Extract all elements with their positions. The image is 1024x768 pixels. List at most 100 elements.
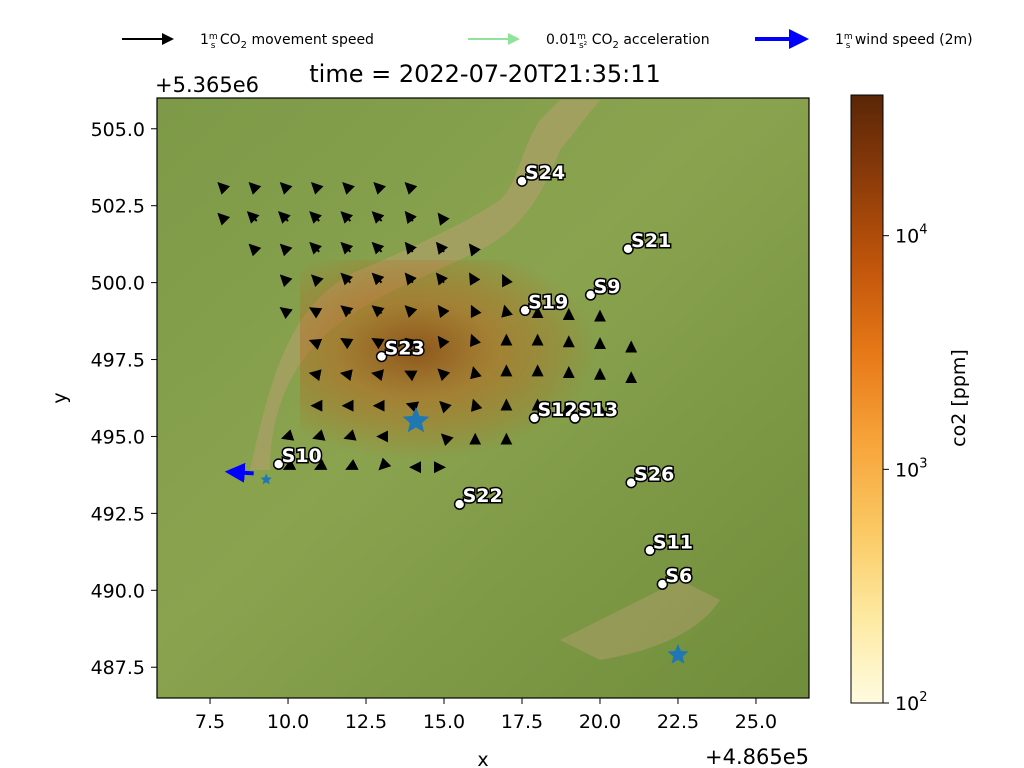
- co2-movement-arrow: [405, 401, 420, 413]
- co2-movement-arrow: [468, 243, 481, 257]
- co2-movement-arrow: [470, 304, 482, 319]
- y-tick-label: 495.0: [91, 426, 145, 448]
- source-star-marker: [260, 473, 272, 485]
- source-markers: [260, 407, 689, 664]
- co2-movement-arrow: [437, 368, 451, 382]
- y-tick-label: 502.5: [91, 196, 145, 218]
- co2-movement-arrow: [469, 333, 482, 348]
- co2-movement-arrow: [308, 369, 322, 382]
- station-marker: [453, 498, 466, 510]
- y-tick-label: 487.5: [91, 657, 145, 679]
- x-tick-label: 7.5: [195, 711, 225, 733]
- legend-label: 0.01m s² CO2 acceleration: [546, 32, 710, 51]
- station-marker: [516, 175, 528, 187]
- legend-label: 1m s CO2 movement speed: [200, 32, 374, 51]
- co2-movement-arrow: [437, 304, 450, 319]
- co2-movement-arrow: [373, 182, 387, 195]
- colorbar: 102 103 104 co2 [ppm]: [850, 94, 970, 715]
- co2-movement-arrow: [340, 305, 354, 318]
- bare-soil-path: [250, 100, 600, 470]
- co2-movement-arrow: [282, 459, 297, 470]
- colorbar-tick-label: 103: [895, 456, 927, 481]
- co2-movement-arrow: [435, 272, 449, 286]
- co2-movement-arrow: [309, 241, 322, 255]
- co2-movement-arrow: [279, 182, 293, 195]
- co2-movement-arrow: [309, 211, 322, 224]
- station-label: S10: [282, 445, 322, 467]
- co2-movement-arrow: [470, 366, 482, 380]
- chart-title: time = 2022-07-20T21:35:11: [309, 60, 661, 88]
- station-marker: [622, 243, 634, 255]
- station-marker: [375, 350, 388, 363]
- co2-movement-arrow: [279, 307, 293, 320]
- co2-movement-arrow: [340, 337, 354, 350]
- co2-movement-arrow: [345, 459, 359, 470]
- co2-movement-arrow: [404, 182, 418, 195]
- station-label: S26: [634, 464, 674, 486]
- colorbar-ticks: 102 103 104: [883, 223, 927, 715]
- x-tick-label: 22.5: [657, 711, 699, 733]
- co2-movement-arrow: [279, 243, 293, 257]
- co2-movement-arrow: [404, 337, 418, 350]
- co2-movement-arrow: [248, 243, 262, 257]
- x-tick-label: 20.0: [579, 711, 621, 733]
- co2-movement-arrow: [371, 337, 385, 350]
- station-marker: [569, 412, 581, 424]
- station-marker: [625, 476, 637, 489]
- station-marker: [656, 578, 669, 590]
- station-marker: [528, 412, 541, 424]
- x-tick-label: 25.0: [735, 711, 777, 733]
- co2-movement-arrow: [404, 210, 417, 225]
- co2-movement-arrow: [470, 398, 483, 412]
- x-axis-label: x: [477, 749, 488, 768]
- legend-item-co2-acceleration: 0.01m s² CO2 acceleration: [468, 32, 710, 51]
- co2-movement-arrow: [404, 241, 417, 255]
- station-label: S11: [653, 531, 693, 553]
- y-tick-label: 505.0: [91, 119, 145, 141]
- co2-movement-arrow: [404, 305, 418, 318]
- co2-movement-arrow: [371, 369, 385, 382]
- x-tick-label: 12.5: [345, 711, 387, 733]
- co2-movement-arrow: [340, 272, 354, 286]
- co2-movement-arrow: [439, 400, 452, 414]
- station-marker: [644, 544, 656, 557]
- source-star-marker: [402, 407, 430, 433]
- y-offset-label: +5.365e6: [155, 73, 259, 97]
- co2-movement-arrow: [501, 304, 513, 318]
- co2-movement-arrow: [437, 212, 450, 226]
- y-axis: 505.0 502.5 500.0 497.5 495.0 492.5 490.0 487.5: [91, 119, 157, 679]
- wind-speed-arrow: [224, 462, 254, 483]
- plot-frame: [156, 97, 810, 699]
- colorbar-tick-label: 104: [895, 223, 927, 248]
- bare-soil-lower: [560, 580, 720, 660]
- x-offset-label: +4.865e5: [705, 745, 809, 768]
- co2-movement-arrow: [313, 459, 328, 470]
- co2-movement-arrow: [339, 369, 353, 382]
- x-tick-label: 15.0: [423, 711, 465, 733]
- co2-movement-arrow: [246, 211, 260, 224]
- station-label: S9: [594, 276, 621, 298]
- co2-movement-arrows: [217, 182, 638, 474]
- co2-movement-arrow: [340, 241, 354, 255]
- station-marker: [272, 458, 285, 470]
- co2-movement-arrow: [371, 305, 385, 318]
- legend-item-co2-movement-speed: 1m s CO2 movement speed: [122, 32, 374, 51]
- colorbar-gradient: [850, 94, 884, 704]
- co2-movement-arrow: [279, 274, 293, 288]
- co2-movement-arrow: [378, 457, 392, 471]
- co2-movement-arrow: [310, 182, 324, 195]
- co2-movement-arrow: [502, 273, 513, 288]
- y-axis-label: y: [49, 392, 71, 403]
- co2-movement-arrow: [371, 272, 385, 286]
- source-star-marker: [667, 643, 689, 664]
- y-tick-label: 497.5: [91, 350, 145, 372]
- co2-movement-arrow: [278, 211, 291, 224]
- colorbar-tick-label: 102: [895, 690, 927, 715]
- co2-movement-arrow: [308, 307, 323, 319]
- station-label: S13: [578, 399, 618, 421]
- co2-concentration-field: [300, 260, 630, 460]
- legend-label: 1m s wind speed (2m): [835, 32, 973, 51]
